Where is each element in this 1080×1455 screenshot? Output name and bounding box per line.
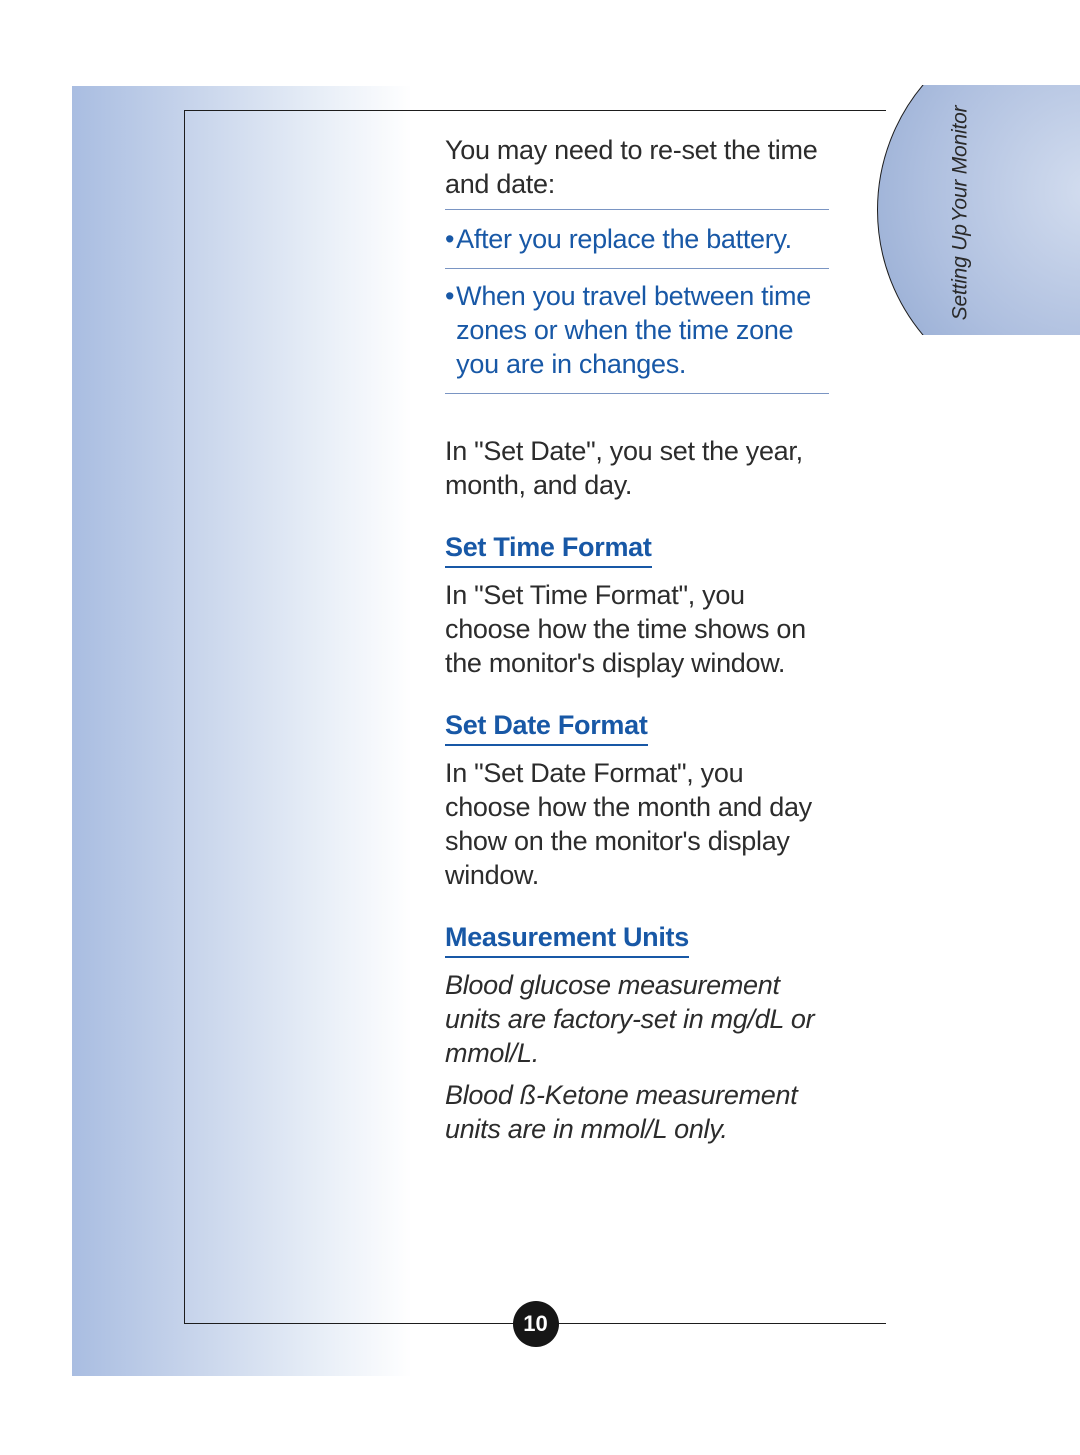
section-set-time-format: Set Time Format In "Set Time Format", yo… bbox=[445, 510, 829, 680]
intro-paragraph: You may need to re-set the time and date… bbox=[445, 133, 829, 201]
bullet-dot-icon: • bbox=[445, 222, 454, 256]
section-heading: Set Date Format bbox=[445, 710, 648, 746]
thumb-tab-text: Setting Up Your Monitor bbox=[948, 106, 972, 321]
bullet-list: • After you replace the battery. • When … bbox=[445, 209, 829, 394]
section-body-italic: Blood ß-Ketone measurement units are in … bbox=[445, 1078, 829, 1146]
section-measurement-units: Measurement Units Blood glucose measurem… bbox=[445, 900, 829, 1146]
page-number-value: 10 bbox=[523, 1311, 547, 1337]
bullet-text: When you travel between time zones or wh… bbox=[456, 279, 829, 381]
body-column: You may need to re-set the time and date… bbox=[445, 133, 829, 1154]
bullet-item: • After you replace the battery. bbox=[445, 220, 829, 258]
set-date-note: In "Set Date", you set the year, month, … bbox=[445, 434, 829, 502]
section-heading: Measurement Units bbox=[445, 922, 689, 958]
content-frame: You may need to re-set the time and date… bbox=[184, 110, 886, 1324]
section-set-date-format: Set Date Format In "Set Date Format", yo… bbox=[445, 688, 829, 892]
section-heading: Set Time Format bbox=[445, 532, 652, 568]
manual-page: Setting Up Your Monitor You may need to … bbox=[0, 0, 1080, 1455]
thumb-tab-label-wrap: Setting Up Your Monitor bbox=[890, 133, 1030, 293]
thumb-tab-line-1: Setting Up bbox=[948, 224, 972, 320]
bullet-dot-icon: • bbox=[445, 279, 454, 381]
section-body: In "Set Time Format", you choose how the… bbox=[445, 578, 829, 680]
section-body-italic: Blood glucose measurement units are fact… bbox=[445, 968, 829, 1070]
section-body: In "Set Date Format", you choose how the… bbox=[445, 756, 829, 892]
page-number-badge: 10 bbox=[513, 1301, 559, 1347]
thumb-tab-line-2: Your Monitor bbox=[948, 106, 972, 223]
bullet-item: • When you travel between time zones or … bbox=[445, 268, 829, 383]
bullet-text: After you replace the battery. bbox=[456, 222, 792, 256]
